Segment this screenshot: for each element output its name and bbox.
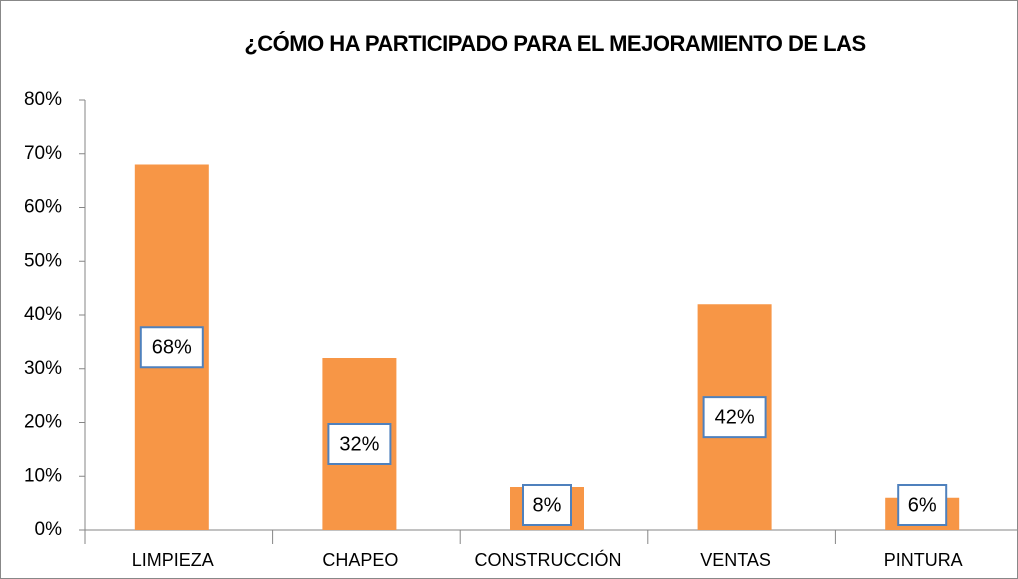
value-label: 42% <box>715 406 755 428</box>
x-tick-label: PINTURA <box>884 550 963 570</box>
y-tick-label: 50% <box>24 250 62 271</box>
x-tick-label: CONSTRUCCIÓN <box>475 549 622 570</box>
x-tick-label: LIMPIEZA <box>132 550 214 570</box>
value-label: 8% <box>533 494 562 516</box>
value-label-box <box>327 423 392 465</box>
value-label: 68% <box>152 337 192 359</box>
value-label: 6% <box>908 494 937 516</box>
y-tick-label: 70% <box>24 143 62 164</box>
y-tick-label: 0% <box>35 519 63 540</box>
y-tick-label: 10% <box>24 465 62 486</box>
y-tick-label: 60% <box>24 197 62 218</box>
x-tick-label: CHAPEO <box>322 550 398 570</box>
y-tick-label: 80% <box>24 89 62 110</box>
y-tick-label: 30% <box>24 358 62 379</box>
value-label-box <box>897 484 948 526</box>
y-tick-label: 40% <box>24 304 62 325</box>
y-tick-label: 20% <box>24 412 62 433</box>
value-label-box <box>139 326 204 369</box>
value-label-box <box>702 396 767 439</box>
value-label: 32% <box>339 433 379 455</box>
value-label-box <box>522 484 572 526</box>
x-tick-label: VENTAS <box>700 550 771 570</box>
chart-title: ¿CÓMO HA PARTICIPADO PARA EL MEJORAMIENT… <box>244 31 865 56</box>
